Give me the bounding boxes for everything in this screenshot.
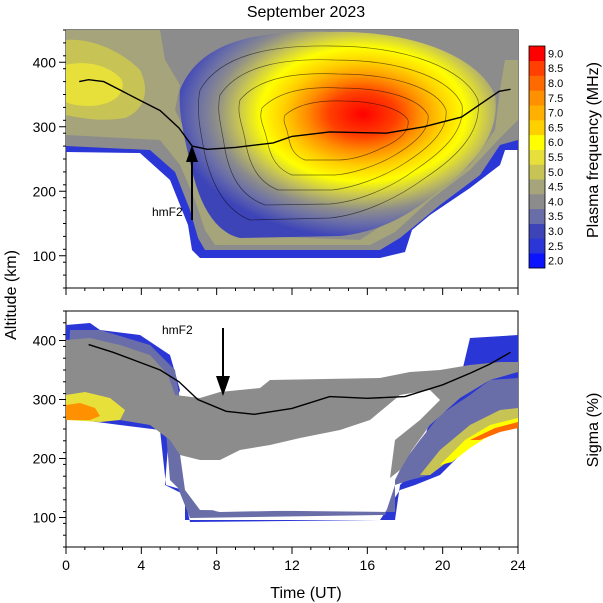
colorbar-swatch (529, 120, 545, 136)
panel-plasma-frequency: hmF2 100 200 300 400 (33, 29, 519, 289)
colorbar-swatch (529, 75, 545, 91)
colorbar-level-label: 8.5 (548, 63, 563, 75)
colorbar-swatch (529, 208, 545, 224)
x-tick-label: 12 (284, 557, 300, 573)
x-tick-label: 20 (435, 557, 451, 573)
y-tick-label: 200 (33, 183, 57, 199)
colorbar-swatch (529, 253, 545, 269)
colorbar-level-label: 4.5 (548, 182, 563, 194)
y-tick-label: 300 (33, 119, 57, 135)
colorbar-level-label: 6.0 (548, 137, 563, 149)
hmf2-line-panel2 (88, 343, 511, 416)
colorbar-swatch (529, 223, 545, 239)
colorbar-swatch (529, 60, 545, 76)
colorbar-swatch (529, 179, 545, 195)
y-tick-label: 100 (33, 510, 57, 526)
colorbar-level-label: 7.5 (548, 93, 563, 105)
colorbar-swatch (529, 105, 545, 121)
hmf2-arrow-panel1 (186, 145, 198, 220)
colorbar-level-label: 2.0 (548, 256, 563, 268)
colorbar-level-label: 5.5 (548, 152, 563, 164)
x-tick-label: 0 (62, 557, 70, 573)
y-axis-label: Altitude (km) (3, 250, 20, 340)
y-tick-label: 300 (33, 392, 57, 408)
sigma-label: Sigma (%) (585, 393, 602, 468)
colorbar-swatch (529, 164, 545, 180)
x-tick-label: 8 (213, 557, 221, 573)
hmf2-arrow-panel2 (216, 328, 230, 396)
x-tick-label: 24 (510, 557, 526, 573)
colorbar-level-label: 4.0 (548, 196, 563, 208)
sigma-region-white (199, 469, 366, 512)
colorbar-level-label: 3.5 (548, 211, 563, 223)
hmf2-label-panel1: hmF2 (152, 205, 183, 219)
x-axis-label: Time (UT) (270, 585, 341, 602)
panel-sigma: hmF2 100 200 300 400 (33, 310, 519, 548)
colorbar-level-label: 8.0 (548, 78, 563, 90)
hmf2-line-panel1 (79, 78, 511, 151)
y-axis-panel2: 100 200 300 400 (33, 310, 66, 548)
y-tick-label: 200 (33, 451, 57, 467)
colorbar-level-label: 7.0 (548, 108, 563, 120)
sigma-region-left-hot (66, 403, 100, 420)
colorbar-level-label: 3.0 (548, 226, 563, 238)
x-axis: 0 4 8 12 16 20 24 (62, 288, 526, 573)
sigma-region-right-hot (470, 422, 518, 440)
colorbar-swatch (529, 149, 545, 165)
colorbar-label: Plasma frequency (MHz) (585, 62, 602, 238)
colorbar: 2.0 2.5 3.0 3.5 4.0 4.5 5.0 5.5 6.0 6.5 7.0 7.5 8.0 8… (528, 45, 563, 269)
colorbar-frame (528, 45, 546, 269)
y-axis-panel1: 100 200 300 400 (33, 29, 66, 289)
pf-region-olive (66, 30, 518, 245)
sigma-region-slate (66, 330, 518, 518)
colorbar-swatch (529, 46, 545, 62)
colorbar-swatch (529, 134, 545, 150)
colorbar-level-label: 2.5 (548, 241, 563, 253)
y-tick-label: 100 (33, 248, 57, 264)
colorbar-swatch (529, 238, 545, 254)
x-tick-label: 4 (137, 557, 145, 573)
x-tick-label: 16 (360, 557, 376, 573)
pf-region-topleft-inner (66, 63, 123, 106)
colorbar-swatch (529, 90, 545, 106)
hmf2-label-panel2: hmF2 (162, 323, 193, 337)
colorbar-level-label: 5.0 (548, 167, 563, 179)
chart-title: September 2023 (247, 4, 365, 21)
colorbar-swatch (529, 194, 545, 210)
colorbar-level-label: 9.0 (548, 48, 563, 60)
y-tick-label: 400 (33, 333, 57, 349)
colorbar-level-label: 6.5 (548, 122, 563, 134)
y-tick-label: 400 (33, 54, 57, 70)
pf-region-core (179, 31, 496, 238)
